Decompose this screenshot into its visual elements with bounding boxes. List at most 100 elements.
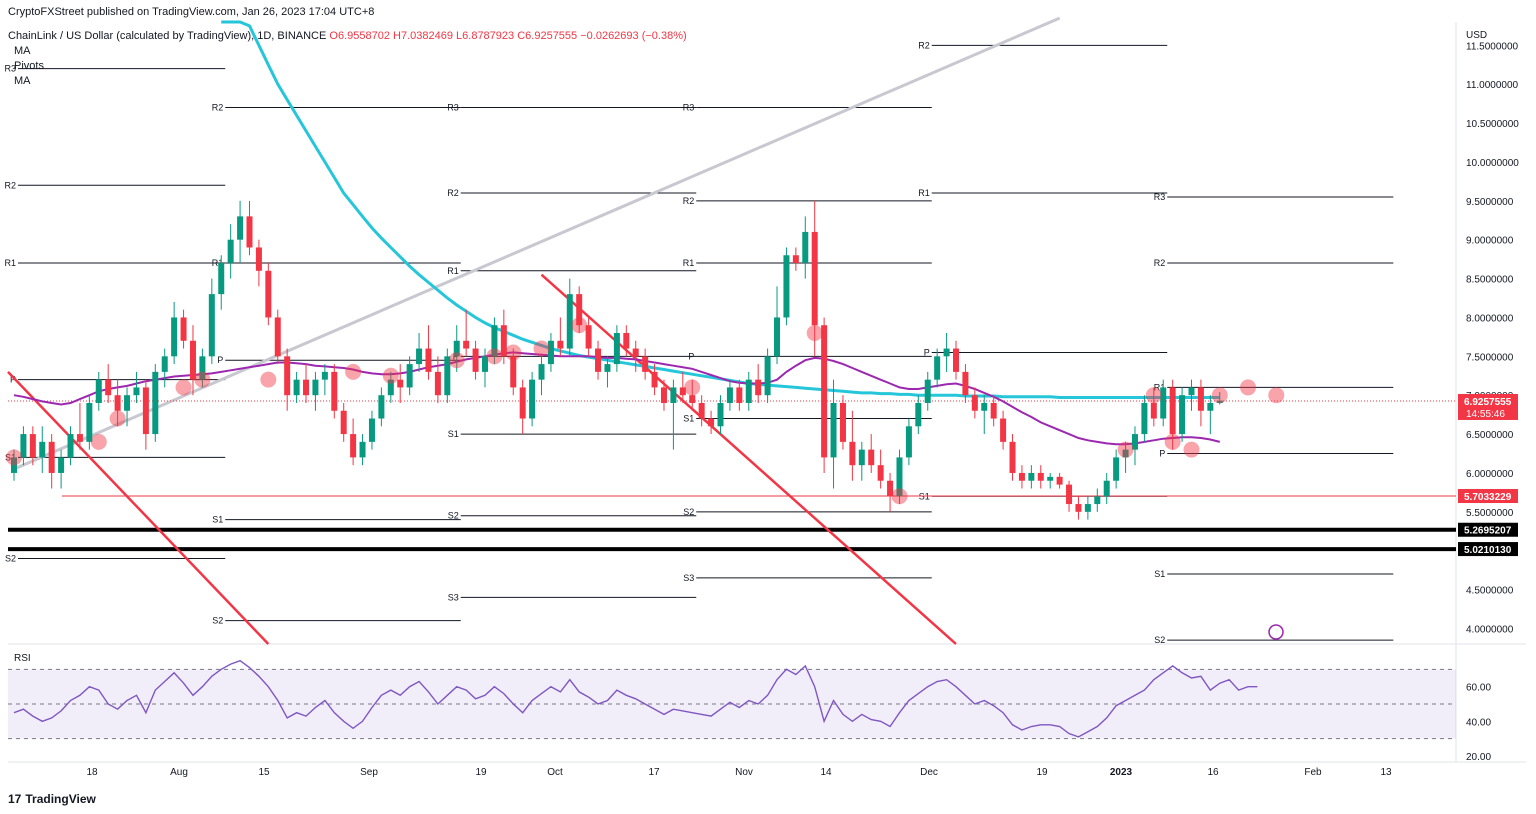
candle-body	[839, 402, 846, 442]
candle-body	[133, 387, 140, 396]
candle-body	[953, 348, 959, 372]
time-tick-label: 18	[86, 767, 98, 778]
candle-body	[378, 395, 385, 419]
candle-body	[557, 340, 564, 349]
highlight-circle	[533, 340, 550, 357]
pivot-label: S1	[212, 515, 223, 525]
candle-body	[340, 410, 347, 435]
price-tick-label: 9.5000000	[1466, 197, 1514, 208]
candle-body	[877, 465, 884, 481]
highlight-circle	[806, 325, 823, 341]
highlight-circle	[684, 379, 701, 396]
symbol-title[interactable]: ChainLink / US Dollar (calculated by Tra…	[8, 30, 327, 42]
pivot-label: P	[924, 347, 930, 357]
rsi-tick-label: 20.00	[1466, 752, 1491, 763]
candle-body	[585, 325, 592, 349]
tradingview-brand[interactable]: 17 TradingView	[8, 792, 96, 806]
rsi-tick-label: 40.00	[1466, 717, 1491, 728]
candle-body	[208, 294, 215, 357]
pivot-label: S2	[5, 553, 16, 563]
candle-body	[255, 247, 262, 271]
price-tag	[1458, 489, 1518, 504]
pivot-levels: P R1 R2 R3 S1 S2 P R1 R2 S1 S2 P R1 R2 R3 S1 S2 S3 P R1 R2 R3…	[4, 40, 1394, 645]
descending-trendline-right	[540, 273, 957, 645]
ascending-trendline	[13, 16, 1061, 471]
highlight-circle	[109, 410, 126, 427]
candle-body	[1009, 441, 1016, 473]
candle-body	[736, 387, 743, 403]
candle-body	[924, 379, 931, 403]
candle-body	[142, 387, 149, 435]
price-tag	[1458, 542, 1518, 557]
candle-body	[321, 371, 328, 380]
candle-body	[632, 348, 639, 357]
time-tick-label: 14	[820, 767, 832, 778]
candle-body	[887, 480, 894, 497]
candle-body	[359, 441, 366, 458]
candle-body	[529, 379, 536, 419]
candle-body	[802, 231, 809, 264]
highlight-circle	[486, 348, 503, 365]
highlight-circle	[1211, 387, 1228, 404]
candle-body	[500, 325, 507, 357]
candle-body	[265, 270, 272, 318]
candle-body	[613, 333, 620, 365]
time-tick-label: 19	[1036, 767, 1048, 778]
candle-body	[792, 255, 799, 264]
publisher-text: CryptoFXStreet published on TradingView.…	[8, 6, 375, 18]
candle-body	[67, 434, 74, 458]
candle-body	[1028, 472, 1035, 481]
price-tag-countdown: 14:55:46	[1466, 409, 1505, 420]
symbol-header: ChainLink / US Dollar (calculated by Tra…	[8, 30, 687, 42]
candle-body	[971, 395, 978, 411]
candle-body	[293, 379, 300, 396]
study-ma-fast-label[interactable]: MA	[14, 45, 31, 57]
candle-body	[1103, 480, 1110, 497]
candle-body	[1084, 504, 1091, 512]
pivot-label: R3	[447, 103, 459, 113]
candle-body	[962, 371, 969, 396]
price-tick-label: 8.5000000	[1466, 275, 1514, 286]
pivot-label: S1	[683, 414, 694, 424]
highlight-circle	[505, 344, 522, 361]
pivot-label: R2	[1154, 258, 1166, 268]
price-tick-label: 4.5000000	[1466, 586, 1514, 597]
price-tick-label: 5.5000000	[1466, 508, 1514, 519]
study-ma-slow-label[interactable]: MA	[14, 75, 31, 87]
candle-body	[463, 340, 470, 349]
study-pivots-label[interactable]: Pivots	[14, 60, 44, 72]
candle-body	[274, 317, 281, 357]
highlight-circle	[90, 433, 107, 450]
highlight-circle	[1183, 441, 1200, 458]
candle-body	[679, 387, 686, 396]
price-tag	[1458, 393, 1518, 420]
price-tick-label: 6.0000000	[1466, 469, 1514, 480]
ohlc-high: H7.0382469	[393, 30, 453, 42]
candle-body	[48, 441, 55, 473]
candle-body	[1188, 387, 1195, 396]
currency-label: USD	[1466, 30, 1487, 41]
candle-body	[670, 387, 677, 403]
candle-body	[189, 340, 196, 380]
highlight-circle	[6, 449, 22, 466]
highlight-circle	[1164, 433, 1181, 450]
candle-body	[331, 371, 338, 411]
candle-body	[312, 379, 319, 396]
candle-body	[434, 371, 441, 396]
candle-body	[303, 379, 310, 396]
candle-body	[1122, 449, 1129, 458]
pivot-label: R2	[683, 196, 695, 206]
price-tag-label: 5.7033229	[1464, 492, 1512, 503]
candle-body	[1037, 472, 1044, 481]
candle-body	[152, 371, 159, 435]
pivot-label: R2	[4, 180, 16, 190]
ohlc-change: −0.0262693 (−0.38%)	[580, 30, 687, 42]
candle-body	[981, 402, 988, 411]
price-tag-label: 5.2695207	[1464, 526, 1512, 537]
candle-body	[472, 348, 479, 372]
candle-body	[934, 356, 941, 380]
candle-body	[1169, 387, 1176, 435]
candle-body	[246, 216, 253, 248]
